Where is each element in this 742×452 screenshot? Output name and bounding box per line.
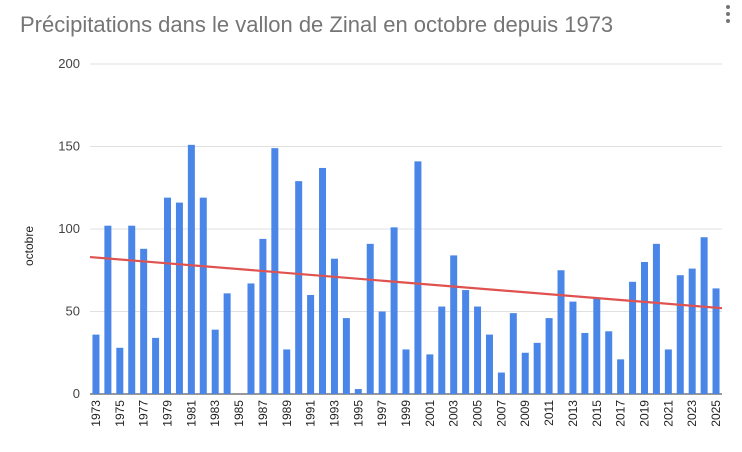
- y-axis-label: octobre: [22, 226, 36, 266]
- bar-1975[interactable]: [116, 347, 124, 394]
- x-tick-label: 1975: [113, 400, 127, 427]
- bar-2020[interactable]: [652, 243, 660, 394]
- bar-1987[interactable]: [259, 238, 267, 394]
- x-tick-label: 2013: [566, 400, 580, 427]
- bar-2024[interactable]: [700, 237, 708, 394]
- bar-2005[interactable]: [474, 306, 482, 394]
- x-tick-label: 2011: [542, 400, 556, 426]
- bar-1977[interactable]: [140, 248, 148, 394]
- y-tick-label: 50: [66, 304, 80, 319]
- y-tick-label: 200: [58, 56, 80, 71]
- x-tick-label: 1997: [375, 400, 389, 427]
- bar-1978[interactable]: [152, 337, 160, 394]
- bar-1976[interactable]: [128, 225, 136, 394]
- bar-2021[interactable]: [664, 349, 672, 394]
- bar-2023[interactable]: [688, 268, 696, 394]
- bar-1983[interactable]: [211, 329, 219, 394]
- x-tick-label: 1981: [184, 400, 198, 427]
- bar-2013[interactable]: [569, 301, 577, 394]
- bar-1996[interactable]: [366, 243, 374, 394]
- bar-2015[interactable]: [593, 298, 601, 394]
- x-tick-label: 2005: [471, 400, 485, 427]
- bar-1986[interactable]: [247, 283, 255, 394]
- bar-2016[interactable]: [605, 331, 613, 394]
- x-tick-label: 1987: [256, 400, 270, 427]
- bar-1995[interactable]: [354, 389, 362, 394]
- bar-2014[interactable]: [581, 332, 589, 394]
- bar-1984[interactable]: [223, 293, 231, 394]
- bar-2006[interactable]: [485, 334, 493, 394]
- bar-1989[interactable]: [283, 349, 291, 394]
- x-tick-label: 1993: [327, 400, 341, 427]
- bar-2004[interactable]: [462, 290, 470, 394]
- x-tick-label: 2001: [423, 400, 437, 427]
- bar-2019[interactable]: [640, 262, 648, 394]
- bar-1999[interactable]: [402, 349, 410, 394]
- bar-2003[interactable]: [450, 255, 458, 394]
- bar-2025[interactable]: [712, 288, 720, 394]
- bar-2017[interactable]: [617, 359, 625, 394]
- bar-2012[interactable]: [557, 270, 565, 394]
- bar-2000[interactable]: [414, 161, 422, 394]
- y-tick-label: 100: [58, 221, 80, 236]
- x-tick-label: 1985: [232, 400, 246, 427]
- x-tick-label: 1983: [208, 400, 222, 427]
- bar-1991[interactable]: [307, 295, 315, 394]
- chart-title: Précipitations dans le vallon de Zinal e…: [20, 12, 614, 37]
- x-tick-label: 2007: [494, 400, 508, 427]
- x-tick-label: 1973: [89, 400, 103, 427]
- bar-1981[interactable]: [187, 144, 195, 394]
- more-options-icon[interactable]: [720, 2, 736, 28]
- bar-2008[interactable]: [509, 313, 517, 394]
- bar-1973[interactable]: [92, 334, 100, 394]
- bar-1997[interactable]: [378, 311, 386, 395]
- x-tick-label: 2019: [637, 400, 651, 427]
- bar-1993[interactable]: [330, 258, 338, 394]
- x-tick-label: 2009: [518, 400, 532, 427]
- bar-1992[interactable]: [319, 167, 327, 394]
- x-tick-label: 2023: [685, 400, 699, 427]
- bar-2009[interactable]: [521, 352, 529, 394]
- x-tick-label: 1989: [280, 400, 294, 427]
- bar-1998[interactable]: [390, 227, 398, 394]
- x-tick-label: 1977: [137, 400, 151, 427]
- x-tick-label: 2025: [709, 400, 723, 427]
- bar-2001[interactable]: [426, 354, 434, 394]
- bar-1979[interactable]: [164, 197, 172, 394]
- x-tick-label: 1999: [399, 400, 413, 427]
- bar-2011[interactable]: [545, 318, 553, 394]
- x-tick-label: 2021: [661, 400, 675, 427]
- bar-2018[interactable]: [629, 281, 637, 394]
- bar-1974[interactable]: [104, 225, 112, 394]
- y-tick-label: 150: [58, 139, 80, 154]
- y-tick-label: 0: [73, 386, 80, 401]
- x-tick-label: 1991: [304, 400, 318, 427]
- bar-1980[interactable]: [175, 202, 183, 394]
- x-tick-label: 2003: [447, 400, 461, 427]
- bar-1982[interactable]: [199, 197, 207, 394]
- bar-1994[interactable]: [342, 318, 350, 394]
- bar-2007[interactable]: [497, 372, 505, 394]
- bar-2002[interactable]: [438, 306, 446, 394]
- x-tick-label: 1995: [351, 400, 365, 427]
- bar-2010[interactable]: [533, 342, 541, 394]
- x-tick-label: 1979: [161, 400, 175, 427]
- bar-1990[interactable]: [295, 181, 303, 394]
- bar-2022[interactable]: [676, 275, 684, 394]
- x-tick-label: 2015: [590, 400, 604, 427]
- x-tick-label: 2017: [614, 400, 628, 427]
- trendline: [89, 255, 723, 310]
